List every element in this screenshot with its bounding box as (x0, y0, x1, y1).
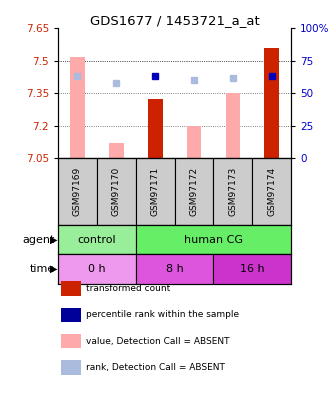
Text: 8 h: 8 h (166, 264, 183, 274)
Bar (136, 254, 213, 284)
Bar (187, 126, 202, 158)
Text: GSM97173: GSM97173 (228, 167, 237, 216)
Text: transformed count: transformed count (86, 284, 170, 293)
Bar (136, 158, 175, 225)
Title: GDS1677 / 1453721_a_at: GDS1677 / 1453721_a_at (90, 14, 260, 27)
Bar (213, 158, 252, 225)
Text: GSM97169: GSM97169 (73, 167, 82, 216)
Bar (175, 158, 213, 225)
Text: GSM97171: GSM97171 (151, 167, 160, 216)
Text: percentile rank within the sample: percentile rank within the sample (86, 310, 239, 319)
Bar (225, 94, 240, 158)
Text: time: time (29, 264, 55, 274)
Text: GSM97172: GSM97172 (190, 167, 199, 216)
Text: value, Detection Call = ABSENT: value, Detection Call = ABSENT (86, 337, 230, 345)
Text: 16 h: 16 h (240, 264, 265, 274)
Text: control: control (77, 235, 116, 245)
Bar (264, 48, 279, 158)
Text: GSM97174: GSM97174 (267, 167, 276, 216)
Bar (136, 225, 291, 254)
Text: ▶: ▶ (50, 235, 57, 245)
Text: rank, Detection Call = ABSENT: rank, Detection Call = ABSENT (86, 363, 225, 372)
Bar (252, 158, 291, 225)
Text: 0 h: 0 h (88, 264, 106, 274)
Bar (58, 254, 136, 284)
Bar (109, 143, 124, 158)
Bar (58, 158, 97, 225)
Text: ▶: ▶ (50, 264, 57, 274)
Text: agent: agent (22, 235, 55, 245)
Bar (58, 225, 136, 254)
Text: human CG: human CG (184, 235, 243, 245)
Bar (148, 99, 163, 158)
Text: GSM97170: GSM97170 (112, 167, 121, 216)
Bar (213, 254, 291, 284)
Bar (97, 158, 136, 225)
Bar (70, 57, 85, 158)
